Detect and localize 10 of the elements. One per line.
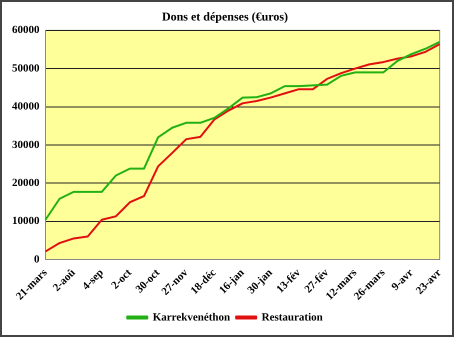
y-tick-label: 0 (34, 253, 40, 266)
chart-title: Dons et dépenses (€uros) (162, 9, 288, 24)
legend-label: Karrekvenéthon (152, 311, 230, 324)
y-tick-label: 40000 (12, 100, 40, 113)
y-tick-label: 50000 (12, 62, 40, 74)
y-tick-label: 30000 (12, 138, 40, 151)
y-tick-label: 60000 (12, 24, 40, 36)
y-tick-label: 20000 (12, 176, 40, 189)
legend-label: Restauration (262, 311, 323, 324)
y-tick-label: 10000 (12, 215, 40, 228)
